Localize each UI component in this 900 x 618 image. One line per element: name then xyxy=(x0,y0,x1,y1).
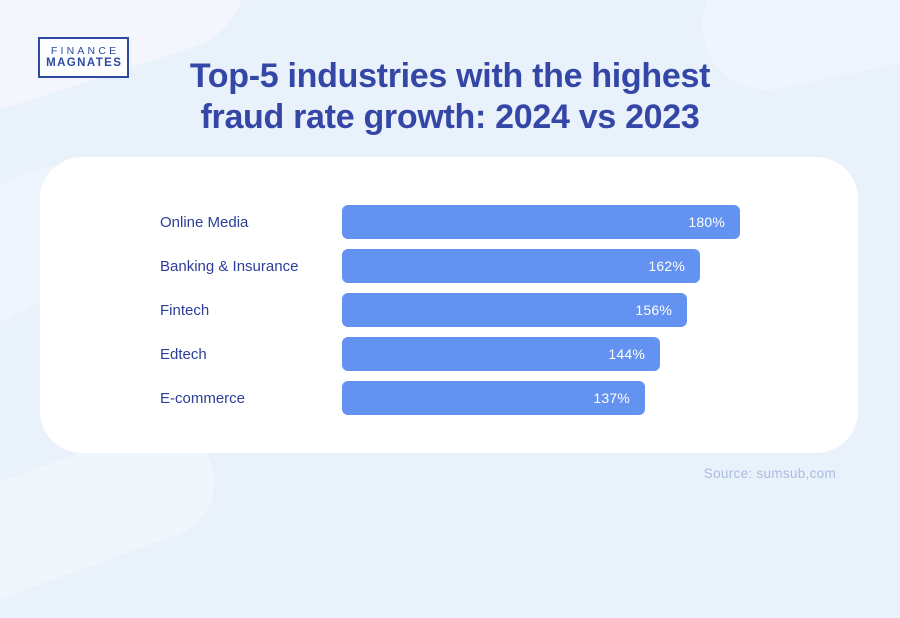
bar-fintech: 156% xyxy=(342,293,687,327)
logo-line-magnates: MAGNATES xyxy=(46,57,123,69)
category-label: Banking & Insurance xyxy=(160,257,299,275)
page-title: Top-5 industries with the highest fraud … xyxy=(0,56,900,138)
chart-card: Online Media 180% Banking & Insurance 162% F… xyxy=(40,157,858,453)
bar-value-label: 144% xyxy=(608,346,645,362)
logo-line-finance: FINANCE xyxy=(50,45,120,57)
chart-row: Edtech 144% xyxy=(40,337,858,371)
bar-e-commerce: 137% xyxy=(342,381,645,415)
category-label: Edtech xyxy=(160,345,207,363)
source-attribution: Source: sumsub,com xyxy=(703,466,836,481)
chart-row: Online Media 180% xyxy=(40,205,858,239)
category-label: Online Media xyxy=(160,213,249,231)
chart-row: Fintech 156% xyxy=(40,293,858,327)
chart-row: Banking & Insurance 162% xyxy=(40,249,858,283)
bar-banking-insurance: 162% xyxy=(342,249,700,283)
finance-magnates-logo: FINANCE MAGNATES xyxy=(38,37,129,78)
bar-value-label: 137% xyxy=(593,390,630,406)
title-line-2: fraud rate growth: 2024 vs 2023 xyxy=(200,98,700,136)
bar-online-media: 180% xyxy=(342,205,740,239)
bar-value-label: 156% xyxy=(635,302,672,318)
chart-rows: Online Media 180% Banking & Insurance 162% F… xyxy=(40,205,858,425)
bar-value-label: 180% xyxy=(688,214,725,230)
title-line-1: Top-5 industries with the highest xyxy=(189,57,711,95)
bar-edtech: 144% xyxy=(342,337,660,371)
chart-row: E-commerce 137% xyxy=(40,381,858,415)
category-label: Fintech xyxy=(160,301,210,319)
bar-value-label: 162% xyxy=(648,258,685,274)
category-label: E-commerce xyxy=(160,389,246,407)
